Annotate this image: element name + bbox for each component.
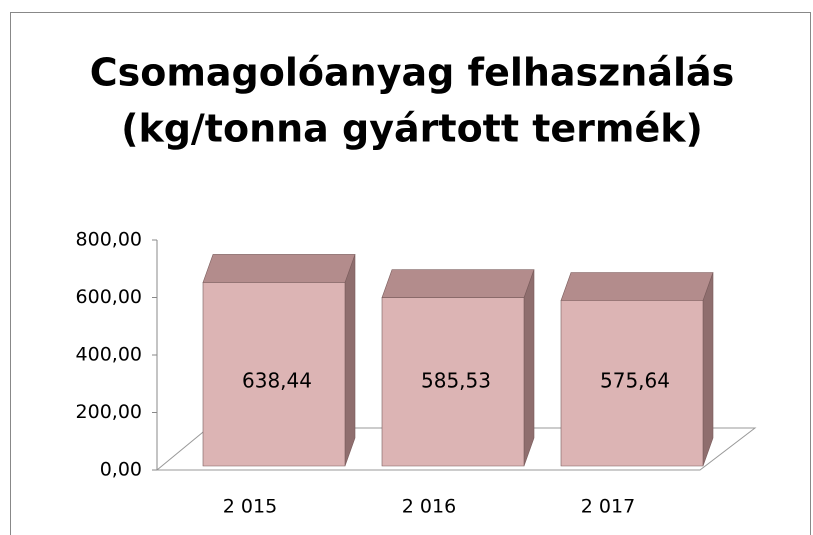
- bar-top: [381, 269, 535, 298]
- bar-top: [560, 272, 714, 301]
- bar: [202, 254, 356, 467]
- value-label: 575,64: [600, 369, 670, 393]
- y-tick-label: 800,00: [76, 229, 142, 251]
- bar: [560, 272, 714, 467]
- bar-front: [202, 282, 346, 467]
- y-tick-label: 200,00: [76, 401, 142, 423]
- chart-title: (kg/tonna gyártott termék): [121, 107, 703, 151]
- bar-side: [702, 272, 714, 467]
- bar-front: [560, 300, 704, 467]
- x-tick-label: 2 017: [581, 496, 635, 518]
- bar-side: [344, 254, 356, 467]
- y-tick-label: 400,00: [76, 344, 142, 366]
- bar-side: [523, 269, 535, 467]
- y-tick-label: 600,00: [76, 286, 142, 308]
- x-tick-label: 2 015: [223, 496, 277, 518]
- y-tick-label: 0,00: [100, 459, 142, 481]
- bar: [381, 269, 535, 467]
- value-label: 585,53: [421, 369, 491, 393]
- bar-top: [202, 254, 356, 283]
- chart-title: Csomagolóanyag felhasználás: [90, 51, 735, 95]
- value-label: 638,44: [242, 369, 312, 393]
- bar-front: [381, 297, 525, 467]
- x-tick-label: 2 016: [402, 496, 456, 518]
